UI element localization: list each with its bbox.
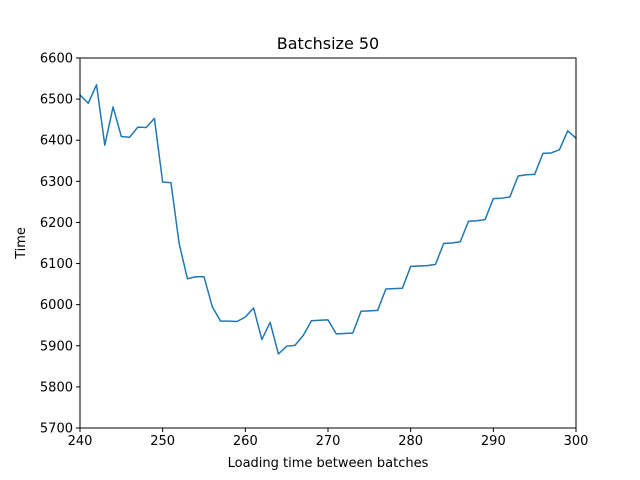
y-tick-label: 6100: [40, 257, 73, 272]
y-tick-label: 6400: [40, 134, 73, 149]
y-tick-label: 6300: [40, 175, 73, 190]
y-tick-label: 5800: [40, 380, 73, 395]
y-tick-label: 5900: [40, 339, 73, 354]
x-tick-label: 250: [150, 434, 175, 449]
y-tick-label: 6500: [40, 93, 73, 108]
x-axis-label: Loading time between batches: [228, 456, 429, 471]
y-axis-label: Time: [14, 227, 29, 260]
x-tick-label: 300: [564, 434, 589, 449]
y-tick-label: 6000: [40, 298, 73, 313]
x-tick-label: 290: [481, 434, 506, 449]
x-tick-label: 270: [316, 434, 341, 449]
y-tick-label: 5700: [40, 422, 73, 437]
series-line: [78, 83, 578, 355]
chart-title: Batchsize 50: [277, 34, 379, 53]
x-tick-label: 280: [398, 434, 423, 449]
y-tick-label: 6200: [40, 216, 73, 231]
y-tick-label: 6600: [40, 52, 73, 67]
x-tick-label: 240: [68, 434, 93, 449]
x-tick-label: 260: [233, 434, 258, 449]
plot-area: [78, 83, 578, 355]
axis-ticks: 240 250 260 270 280 290 300 5700 5800 5900 6000 610…: [40, 52, 589, 450]
axes-frame: [79, 57, 577, 429]
